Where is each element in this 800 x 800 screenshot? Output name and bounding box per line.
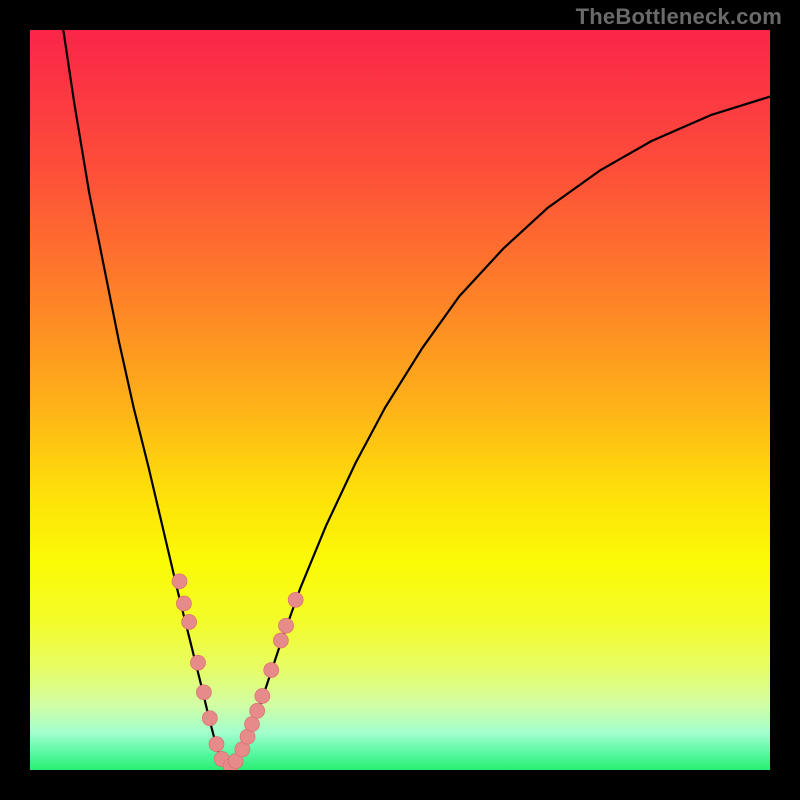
outer-frame: TheBottleneck.com [0,0,800,800]
data-marker [196,685,211,700]
data-marker [176,596,191,611]
chart-background [30,30,770,770]
data-marker [172,574,187,589]
data-marker [250,703,265,718]
data-marker [273,633,288,648]
data-marker [190,655,205,670]
data-marker [288,592,303,607]
data-marker [245,717,260,732]
data-marker [209,737,224,752]
chart-plot-area [30,30,770,770]
data-marker [255,689,270,704]
bottleneck-curve-chart [30,30,770,770]
data-marker [264,663,279,678]
data-marker [279,618,294,633]
watermark-text: TheBottleneck.com [576,4,782,30]
data-marker [182,615,197,630]
data-marker [202,711,217,726]
